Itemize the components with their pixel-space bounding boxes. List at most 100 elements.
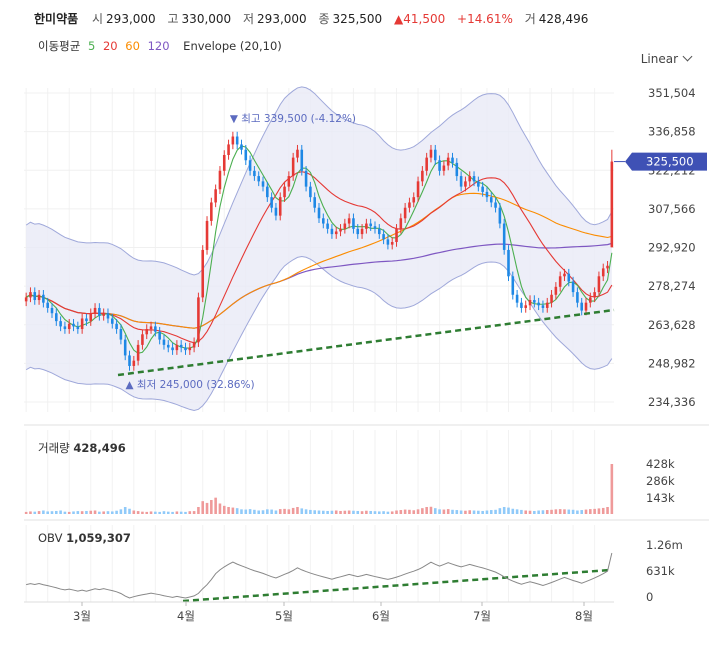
candle [154,326,157,332]
candle [89,313,93,322]
candle [175,344,179,351]
legend-ma60[interactable]: 60 [125,39,140,53]
candlesticks [24,131,614,371]
candle [558,276,562,287]
volume-bar [72,511,75,514]
obv-tick-label: 631k [646,564,675,578]
candle [266,186,269,198]
volume-bar [360,511,364,514]
volume-bar [438,509,441,514]
volume-bar [283,508,286,514]
candle [33,292,37,301]
volume-bar [550,509,553,514]
candle [80,318,84,330]
candle [378,228,381,235]
candle [322,218,325,224]
volume-bar [558,509,562,514]
envelope-upper-line [25,86,613,276]
candle [218,170,222,190]
volume-bar [378,511,381,514]
volume-bar [395,510,398,514]
volume-bar [610,464,614,514]
volume-bar [498,508,502,514]
legend-envelope[interactable]: Envelope (20,10) [183,39,282,53]
y-tick-label: 248,982 [648,356,696,370]
candle [205,220,209,250]
volume-bar [317,510,321,514]
candle [563,273,566,277]
candle [283,186,286,198]
volume-bar [240,509,243,514]
volume-bar [106,511,110,514]
volume-bar [248,509,252,514]
obv-pane: OBV 1,059,307 1.26m 631k 0 [26,531,683,604]
candle [128,355,131,366]
volume-label: 거 [524,12,536,26]
candle [481,186,484,192]
volume-bar [494,509,497,514]
volume-bar [347,510,351,514]
candle [110,318,114,324]
candle [119,329,123,340]
candle [67,323,71,330]
volume-bar [412,510,416,514]
volume-bar [567,509,571,514]
candle [29,292,32,298]
candle [386,239,390,245]
volume-bar [339,510,342,514]
volume-bar [63,511,67,514]
high-value: 330,000 [181,12,232,26]
candle [464,181,467,187]
candle [149,326,153,330]
volume-bar [231,507,235,514]
volume-bar [102,511,105,514]
candle [606,265,609,269]
candle [192,342,196,348]
candle [106,313,110,319]
volume-bar [201,501,205,514]
candle [339,228,342,232]
volume-bar [214,497,217,514]
high-annotation: ▼ 최고 339,500 (-4.12%) [230,113,356,125]
candle [115,323,118,330]
ma5-line [25,145,613,354]
volume-bar [459,510,463,514]
volume-bar [141,511,144,514]
obv-line [26,552,613,599]
candle [347,218,351,224]
volume-bar [425,506,428,514]
candle [485,191,489,198]
candle [524,305,528,308]
candle [253,170,256,177]
envelope-area [26,86,612,411]
volume-bar [571,509,575,514]
quote-line: 한미약품 시 293,000 고 330,000 저 293,000 종 325,500… [34,10,596,27]
volume-bar [274,510,278,514]
stock-name: 한미약품 [34,12,79,26]
candle [601,268,605,277]
volume-bar [296,506,299,514]
candle [403,207,407,219]
candle [502,223,506,250]
legend-ma5[interactable]: 5 [87,39,96,53]
volume-bar [98,511,101,514]
candle [369,223,372,227]
volume-bar [192,511,196,514]
candle [201,249,205,298]
legend-ma120[interactable]: 120 [147,39,170,53]
candle [313,197,316,208]
volume-bar [154,511,157,514]
legend-ma20[interactable]: 20 [102,39,118,53]
volume-bar [390,511,394,514]
candle [76,326,80,330]
volume-bar [322,510,325,514]
volume-bar [421,508,424,514]
high-label: 고 [167,12,179,26]
volume-bar [291,507,295,514]
candle [141,334,144,345]
candle [571,281,575,293]
price-axis: 351,504336,858322,212307,566292,920278,2… [648,86,696,409]
scale-dropdown[interactable]: Linear [641,51,693,66]
candle [468,176,472,182]
